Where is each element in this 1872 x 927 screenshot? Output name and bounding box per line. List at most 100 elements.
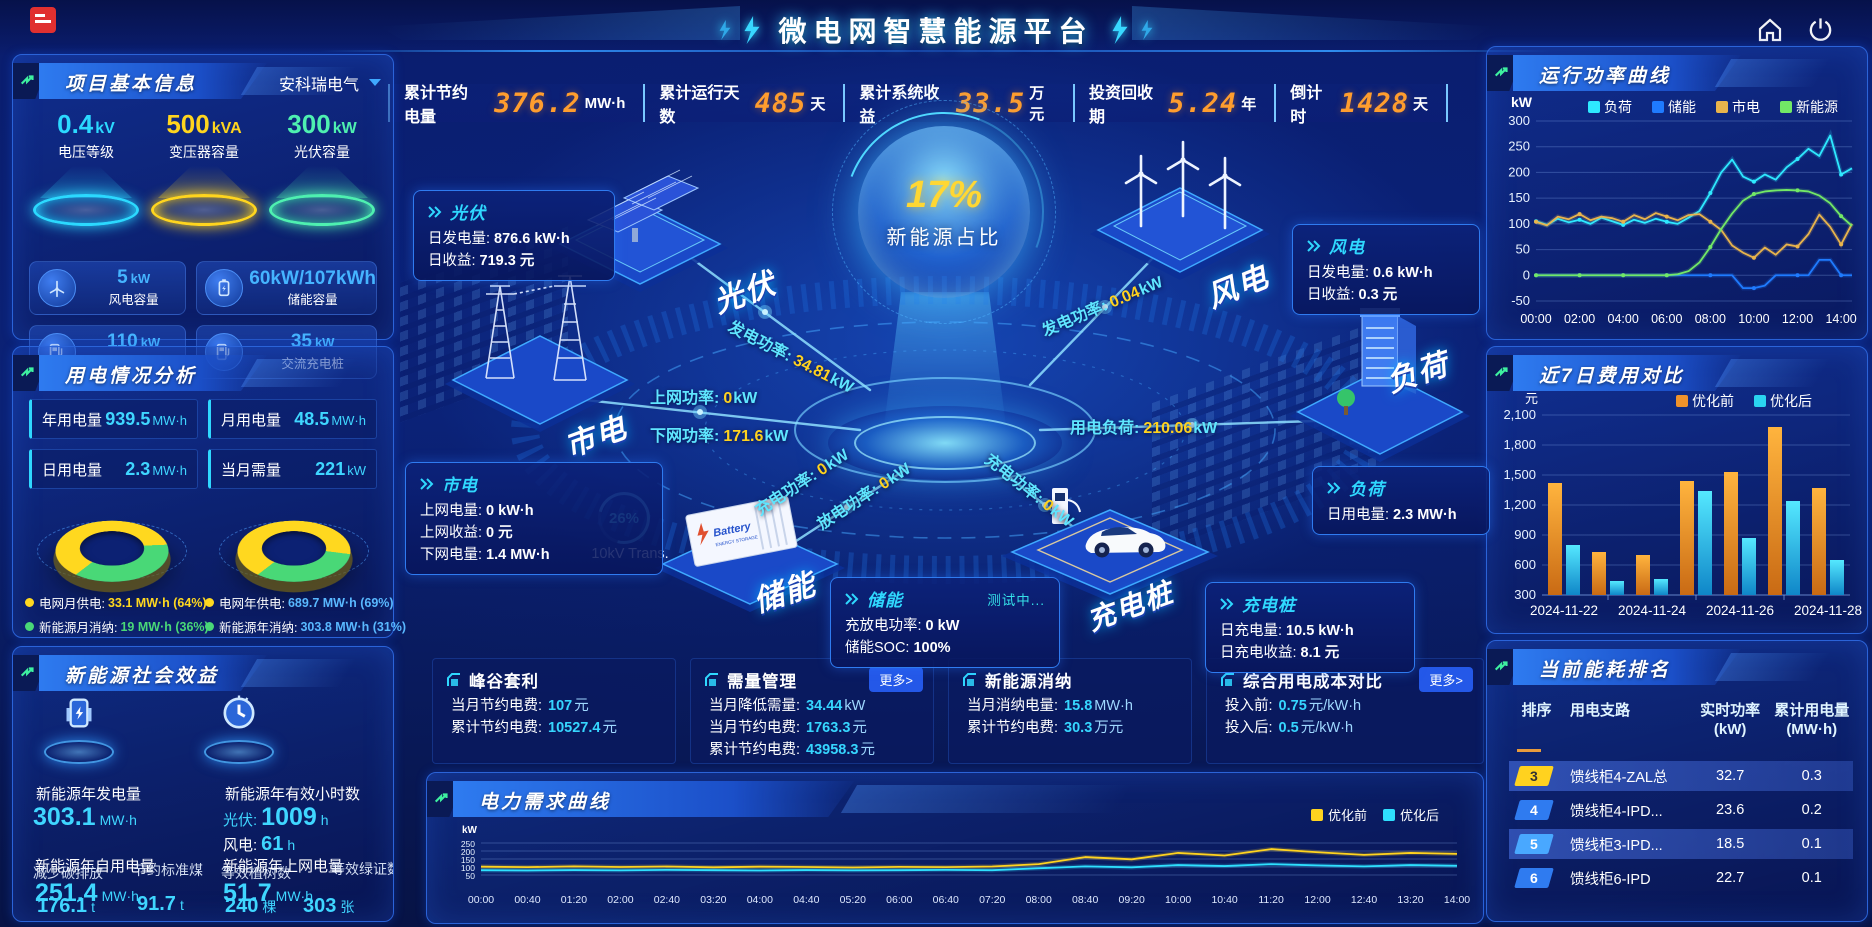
benefit-trees-value: 240 棵	[225, 895, 277, 917]
grid-info-box: 市电 上网电量: 0 kW·h 上网收益: 0 元 下网电量: 1.4 MW·h	[405, 462, 663, 575]
arrow-icon	[1220, 597, 1234, 610]
benefit-co2-value: 176.1 t	[37, 895, 95, 917]
svg-text:08:00: 08:00	[1695, 312, 1726, 326]
wind-node-illustration	[1090, 140, 1270, 280]
load-info-box: 负荷 日用电量: 2.3 MW·h	[1312, 466, 1490, 535]
summary-card-综合用电成本对比: 综合用电成本对比 更多> 投入前: 0.75 元/kW·h 投入后: 0.5 元/kW·h	[1206, 658, 1484, 764]
svg-text:00:00: 00:00	[468, 894, 494, 906]
svg-text:12:00: 12:00	[1304, 894, 1330, 906]
benefit-coal-label: 节约标准煤	[133, 862, 203, 878]
svg-text:01:20: 01:20	[561, 894, 587, 906]
benefit-gen-label: 新能源年发电量	[36, 786, 142, 803]
legend-dot	[205, 598, 214, 607]
svg-text:11:20: 11:20	[1258, 894, 1284, 906]
svg-text:市电: 市电	[1732, 99, 1760, 115]
svg-text:元: 元	[1525, 391, 1538, 406]
panel-header: 电力需求曲线	[427, 781, 1483, 817]
legend-dot	[25, 598, 34, 607]
flow-load-power: 用电负荷: 210.06kW	[1070, 420, 1218, 437]
panel-arrow-icon	[1494, 661, 1508, 671]
generation-icon	[31, 693, 127, 764]
realtime-power: 23.6	[1716, 802, 1745, 818]
arrow-icon	[1307, 239, 1321, 252]
benefit-feedin-value: 51.7 MW·h	[223, 879, 313, 907]
grid-node-illustration	[445, 275, 635, 432]
card-corner-icon	[963, 673, 976, 686]
ranking-sort-underline	[1517, 749, 1541, 752]
rank-badge: 4	[1514, 800, 1554, 820]
svg-text:2024-11-28: 2024-11-28	[1794, 603, 1862, 618]
more-button[interactable]: 更多>	[869, 667, 923, 692]
legend-dot	[205, 622, 214, 631]
svg-text:600: 600	[1514, 557, 1536, 572]
legend-item: 电网月供电: 33.1 MW·h (64%)	[25, 593, 209, 612]
svg-text:250: 250	[1508, 139, 1530, 154]
svg-text:14:00: 14:00	[1825, 312, 1856, 326]
summary-card-新能源消纳: 新能源消纳 当月消纳电量: 15.8 MW·h 累计节约电费: 30.3 万元	[948, 658, 1192, 764]
panel-title: 电力需求曲线	[479, 792, 612, 813]
panel-arrow-icon	[434, 793, 448, 803]
flow-grid-import: 下网功率: 171.6kW	[650, 428, 789, 445]
battery-icon	[205, 269, 244, 307]
logo-badge	[30, 7, 56, 38]
donut-month-legend: 电网月供电: 33.1 MW·h (64%) 新能源月消纳: 19 MW·h (36%…	[25, 593, 209, 641]
svg-text:06:00: 06:00	[1651, 312, 1682, 326]
center-platform-glow	[828, 406, 1062, 480]
panel-arrow-icon	[1494, 67, 1508, 77]
panel-title: 项目基本信息	[65, 74, 198, 95]
project-select[interactable]: 安科瑞电气	[278, 77, 359, 94]
svg-text:250: 250	[461, 839, 475, 849]
svg-text:1,500: 1,500	[1503, 467, 1536, 482]
svg-text:10:00: 10:00	[1165, 894, 1191, 906]
svg-text:50: 50	[1516, 242, 1530, 257]
branch-name: 馈线柜6-IPD	[1570, 871, 1651, 888]
svg-text:04:40: 04:40	[793, 894, 819, 906]
card-row: 投入前: 0.75 元/kW·h	[1225, 698, 1362, 714]
pedestal-pv: 300 kW 光伏容量	[263, 109, 381, 226]
top-header: 微电网智慧能源平台	[0, 0, 1872, 56]
more-button[interactable]: 更多>	[1419, 667, 1473, 692]
home-icon[interactable]	[1756, 16, 1784, 49]
card-row: 累计节约电费: 43958.3 元	[709, 742, 875, 758]
svg-text:02:00: 02:00	[1564, 312, 1595, 326]
ranking-row-4[interactable]: 4 馈线柜4-IPD... 23.6 0.2	[1509, 795, 1853, 825]
arrow-icon	[428, 205, 442, 218]
legend-item: 优化后	[1382, 805, 1439, 824]
card-corner-icon	[447, 673, 460, 686]
panel-title: 当前能耗排名	[1539, 660, 1672, 681]
panel-title: 新能源社会效益	[65, 666, 220, 687]
usage-stat-日用电量: 日用电量 2.3 MW·h	[29, 449, 198, 489]
power-icon[interactable]	[1807, 16, 1834, 48]
svg-text:09:20: 09:20	[1119, 894, 1145, 906]
svg-text:优化后: 优化后	[1770, 393, 1812, 409]
panel-header: 运行功率曲线	[1487, 55, 1867, 91]
panel-arrow-icon	[20, 367, 34, 377]
benefit-hours-label: 新能源年有效小时数	[225, 786, 361, 803]
branch-name: 馈线柜3-IPD...	[1570, 837, 1663, 854]
svg-text:0: 0	[1523, 267, 1530, 282]
lightning-icon	[1110, 16, 1130, 49]
svg-text:14:00: 14:00	[1444, 894, 1470, 906]
summary-card-需量管理: 需量管理 更多> 当月降低需量: 34.44 kW 当月节约电费: 1763.3 元累计节约电…	[690, 658, 934, 764]
ranking-col-header: 实时功率 (kW)	[1700, 702, 1761, 738]
arrow-icon	[1327, 481, 1341, 494]
capacity-card-储能容量: 60kW/107kWh 储能容量	[196, 261, 377, 315]
hours-clock-icon	[191, 693, 287, 764]
branch-name: 馈线柜4-IPD...	[1570, 803, 1663, 820]
panel-energy-ranking: 当前能耗排名 排序 用电支路 实时功率 (kW) 累计用电量 (MW·h) 3 馈线柜4…	[1486, 640, 1868, 922]
svg-text:优化前: 优化前	[1692, 393, 1734, 409]
page-title: 微电网智慧能源平台	[778, 16, 1094, 47]
svg-text:02:40: 02:40	[654, 894, 680, 906]
benefit-selfuse-value: 251.4 MW·h	[35, 879, 139, 907]
panel-header: 用电情况分析	[13, 355, 393, 391]
ranking-row-6[interactable]: 6 馈线柜6-IPD 22.7 0.1	[1509, 863, 1853, 893]
chevron-down-icon[interactable]	[369, 79, 381, 86]
ranking-row-5[interactable]: 5 馈线柜3-IPD... 18.5 0.1	[1509, 829, 1853, 859]
total-energy: 0.2	[1801, 802, 1822, 818]
total-energy: 0.1	[1801, 836, 1822, 852]
ranking-row-3[interactable]: 3 馈线柜4-ZAL总 32.7 0.3	[1509, 761, 1853, 791]
total-energy: 0.1	[1801, 870, 1822, 886]
header-divider	[320, 50, 1552, 52]
panel-cost-compare: 近7日费用对比 元 优化前 优化后 2,100 1,800 1,500 1,200 900 60…	[1486, 346, 1868, 634]
svg-text:04:00: 04:00	[747, 894, 773, 906]
